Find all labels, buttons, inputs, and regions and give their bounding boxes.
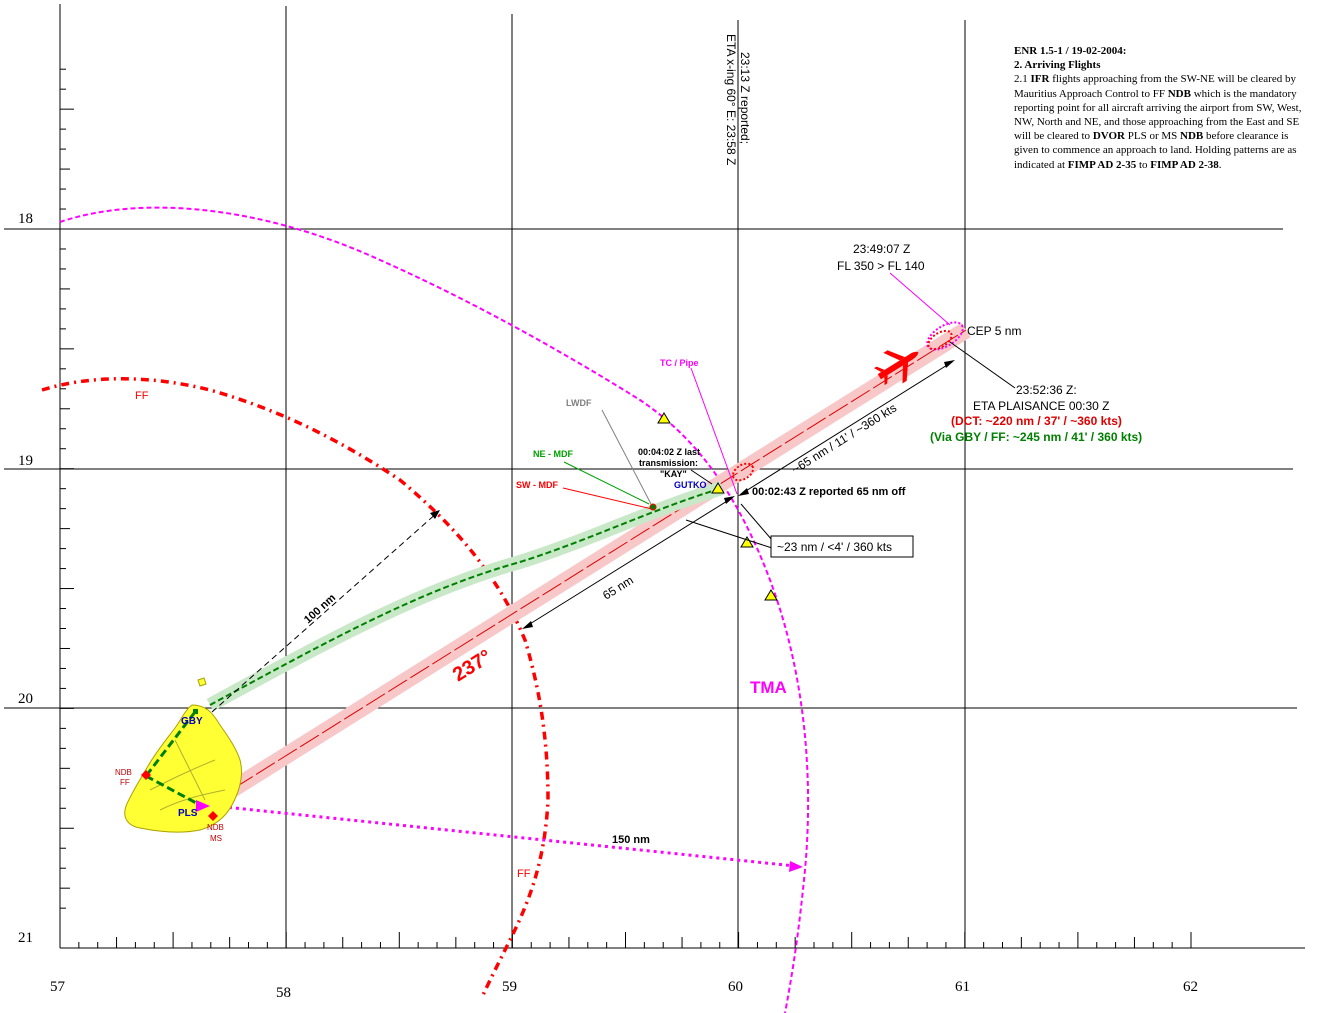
box-23-frame [770,535,914,558]
island-shape [124,704,243,833]
sw-mdf-point [649,503,657,511]
x-tick-58: 58 [276,985,291,1001]
note-seg: to [1136,158,1151,171]
x-tick-57: 57 [50,979,66,995]
note-body: 2.1 IFR flights approaching from the SW-… [1014,72,1304,171]
dist-65-label: 65 nm [600,573,636,603]
mauritius-island [124,677,243,833]
ndb-ff-label-1: NDB [115,768,132,777]
note-seg: . [1218,158,1222,171]
ff-label-bottom: FF [517,868,531,880]
dist-100-label: 100 nm [302,592,338,626]
note-subheading: 2. Arriving Flights [1014,59,1101,72]
ff-label-top: FF [135,390,149,402]
tc-pipe-label: TC / Pipe [660,358,699,368]
note-seg: flights approaching from the SW-NE will … [1014,73,1296,100]
pls-label: PLS [178,808,198,819]
ndb-ff-beacon-icon [141,770,151,780]
waypoint-triangles [657,412,778,601]
ndb-ms-label-2: MS [210,834,222,843]
eta-vertical-line2: ETA x-ing 60° E: 23:58 Z [724,34,738,165]
lwdf-label: LWDF [566,398,592,408]
dist-150-arrow [214,804,803,872]
last-time-label: 23:52:36 Z: [1016,383,1077,397]
descent-fl-label: FL 350 > FL 140 [837,259,925,273]
ne-mdf-label: NE - MDF [533,449,573,459]
triangle-icon [657,412,671,424]
pls-marker-icon [196,800,210,812]
ndb-ff-label-2: FF [120,778,130,787]
note-seg: 2.1 [1014,73,1031,86]
ndb-ms-beacon-icon [208,811,218,821]
y-tick-21: 21 [18,930,33,946]
cep-ellipse-gutko [731,462,755,482]
ndb-ms-label-1: NDB [207,823,224,832]
gutko-label: GUTKO [674,480,707,490]
axis-ticks [59,68,1192,948]
dist-150-label: 150 nm [612,834,650,846]
x-tick-60: 60 [728,979,743,995]
x-tick-59: 59 [502,979,517,995]
dist-65-arrow [522,496,735,629]
note-seg: NDB [1167,87,1191,100]
x-tick-62: 62 [1183,979,1198,995]
via-gby-label: (Via GBY / FF: ~245 nm / 41' / 360 kts) [930,430,1142,444]
aircraft-icon [874,350,919,386]
aip-note: ENR 1.5-1 / 19-02-2004: 2. Arriving Flig… [1014,44,1304,172]
red-track-line [211,329,967,803]
triangle-icon [764,589,778,601]
note-seg: before clearance is given to commence an… [1014,130,1297,171]
dct-label: (DCT: ~220 nm / 37' / ~360 kts) [951,414,1122,428]
eta-vertical-line1: 23:13 Z reported; [738,52,752,144]
descent-time-label: 23:49:07 Z [853,242,910,256]
tma-boundary [59,206,810,1013]
triangle-icon [711,482,725,494]
leader-lines [562,272,1016,549]
last-tx-line3: "KAY" [660,469,687,479]
gby-beacon-icon [193,709,198,714]
gby-label: GBY [181,716,203,727]
seg-65-arrow [738,360,955,496]
ff-range-circle [41,377,550,996]
dist-100-arrow [211,510,440,713]
note-seg: FIMP AD 2-38 [1150,158,1219,171]
reported-65-label: 00:02:43 Z reported 65 nm off [752,486,906,498]
note-seg: PLS or MS [1124,130,1181,143]
note-seg: FIMP AD 2-35 [1067,158,1137,171]
y-tick-20: 20 [18,691,33,707]
box-23-label: ~23 nm / <4' / 360 kts [777,540,892,554]
triangle-icon [740,536,754,548]
green-track-line [209,487,723,706]
tma-label: TMA [750,678,787,697]
last-tx-line2: transmission: [639,458,698,468]
note-heading: ENR 1.5-1 / 19-02-2004: [1014,45,1127,57]
note-seg: DVOR [1092,130,1125,143]
sw-mdf-label: SW - MDF [516,480,558,490]
x-tick-61: 61 [955,979,970,995]
ff-leg-green [144,711,201,807]
y-tick-19: 19 [18,453,33,469]
small-islet [197,677,207,687]
cep-ellipse-inner [927,329,953,351]
eta-plaisance-label: ETA PLAISANCE 00:30 Z [973,399,1110,413]
note-seg: which is the mandatory reporting point f… [1014,87,1302,143]
cep-label: CEP 5 nm [967,324,1021,338]
last-tx-line1: 00:04:02 Z last [638,447,700,457]
note-seg: NDB [1180,130,1204,143]
y-tick-18: 18 [18,211,33,227]
note-seg: IFR [1030,73,1050,86]
